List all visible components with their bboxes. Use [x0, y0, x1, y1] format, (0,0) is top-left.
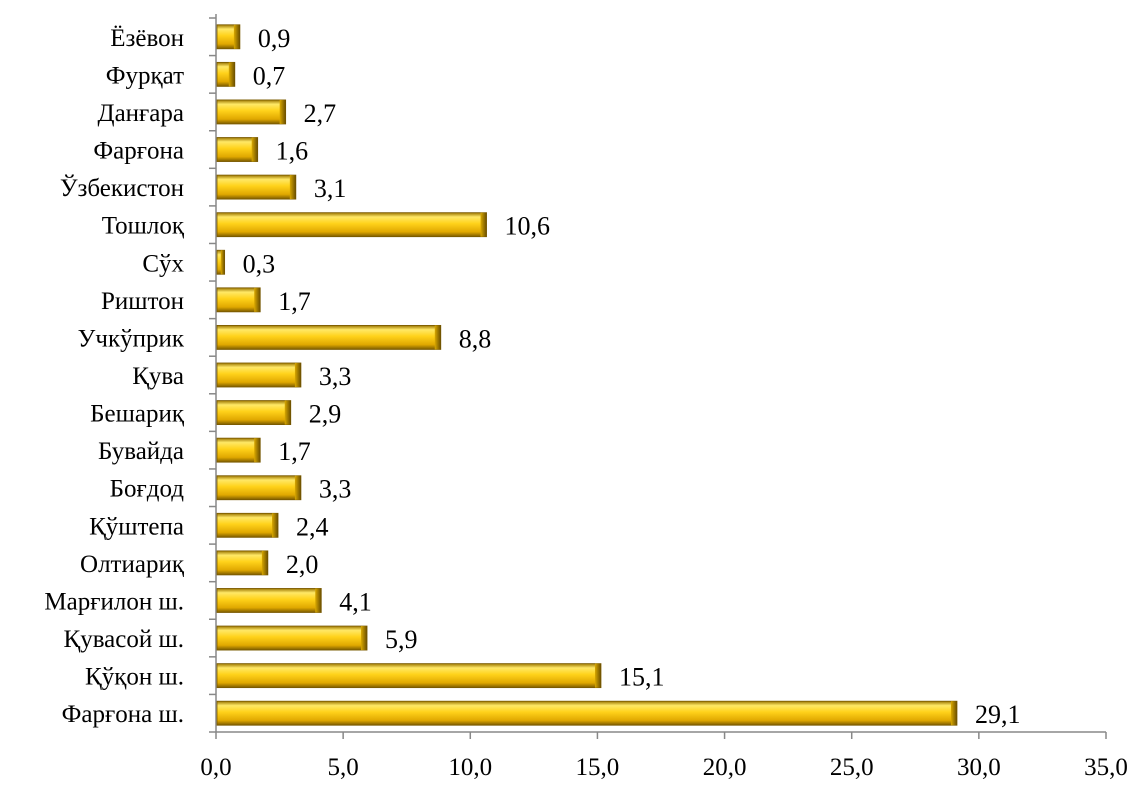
category-label: Данғара [98, 100, 184, 127]
bar-end-cap [284, 400, 291, 425]
bar-end-cap [220, 250, 225, 275]
value-label: 3,3 [319, 362, 352, 391]
category-label: Қўштепа [89, 513, 184, 540]
category-label: Ёзёвон [110, 25, 184, 52]
category-label: Ўзбекистон [60, 174, 184, 202]
value-label: 2,0 [286, 550, 319, 579]
labels: 0,0 5,0 10,0 15,0 20,0 25,0 30,0 35,0 Ёзёвон 0,9 Ф… [44, 24, 1127, 781]
bar [216, 475, 302, 501]
value-label: 8,8 [459, 324, 492, 353]
bar-end-cap [233, 24, 240, 49]
category-label: Фарғона [93, 138, 184, 165]
value-label: 3,3 [319, 475, 352, 504]
category-label: Боғдод [110, 476, 185, 503]
bar [216, 625, 368, 651]
bar-end-cap [594, 663, 601, 688]
bar [216, 99, 287, 125]
bar-end-cap [261, 550, 268, 575]
bar-end-cap [315, 588, 322, 613]
category-label: Фурқат [106, 62, 184, 89]
bar [216, 663, 602, 689]
bar [216, 174, 297, 200]
category-label: Марғилон ш. [44, 588, 184, 615]
bar-end-cap [950, 701, 957, 726]
category-label: Сўх [142, 250, 184, 277]
x-tick-label: 20,0 [703, 754, 747, 781]
bar [216, 437, 261, 463]
bar [216, 700, 958, 726]
value-label: 0,3 [243, 249, 276, 278]
value-label: 29,1 [975, 700, 1021, 729]
bar-end-cap [251, 137, 258, 162]
bar-end-cap [294, 475, 301, 500]
bar [216, 588, 322, 613]
bar-end-cap [279, 99, 286, 124]
value-label: 2,4 [296, 512, 329, 541]
x-tick-label: 15,0 [576, 754, 620, 781]
value-label: 3,1 [314, 174, 347, 203]
axes [209, 14, 1107, 739]
x-tick-label: 30,0 [957, 754, 1001, 781]
category-label: Қува [132, 363, 184, 390]
x-tick-label: 10,0 [448, 754, 492, 781]
value-label: 15,1 [619, 663, 665, 692]
value-label: 0,7 [253, 61, 285, 90]
value-label: 2,7 [304, 99, 337, 128]
bar-end-cap [294, 362, 301, 388]
bar [216, 550, 269, 576]
bar [216, 287, 261, 313]
category-label: Тошлоқ [102, 213, 185, 240]
bar-end-cap [361, 626, 368, 651]
category-label: Бешариқ [90, 401, 185, 428]
bar [216, 212, 487, 238]
bar-end-cap [434, 325, 441, 350]
value-label: 1,7 [278, 287, 311, 316]
value-label: 1,7 [278, 437, 311, 466]
bar [216, 512, 279, 538]
category-label: Учкўприк [78, 325, 185, 352]
bar-end-cap [289, 175, 296, 200]
value-label: 5,9 [385, 625, 418, 654]
bars [216, 24, 958, 726]
bar-end-cap [254, 438, 261, 463]
x-tick-label: 35,0 [1084, 754, 1128, 781]
bar-end-cap [272, 513, 279, 538]
x-tick-label: 5,0 [328, 754, 359, 781]
category-label: Бувайда [98, 438, 184, 465]
value-label: 2,9 [309, 400, 342, 429]
category-label: Риштон [101, 288, 184, 315]
bar-end-cap [254, 287, 261, 312]
bar [216, 137, 259, 162]
value-label: 0,9 [258, 24, 291, 53]
value-label: 1,6 [276, 137, 309, 166]
x-tick-label: 0,0 [200, 754, 231, 781]
bar-end-cap [228, 62, 235, 87]
bar [216, 400, 292, 426]
bar [216, 362, 302, 388]
category-label: Фарғона ш. [62, 701, 184, 728]
category-label: Олтиариқ [80, 551, 185, 578]
value-label: 10,6 [505, 212, 551, 241]
value-label: 4,1 [339, 587, 372, 616]
category-label: Қувасой ш. [64, 626, 184, 653]
bar [216, 324, 442, 350]
x-tick-label: 25,0 [830, 754, 874, 781]
bar-end-cap [480, 212, 487, 237]
category-label: Қўқон ш. [85, 664, 184, 691]
